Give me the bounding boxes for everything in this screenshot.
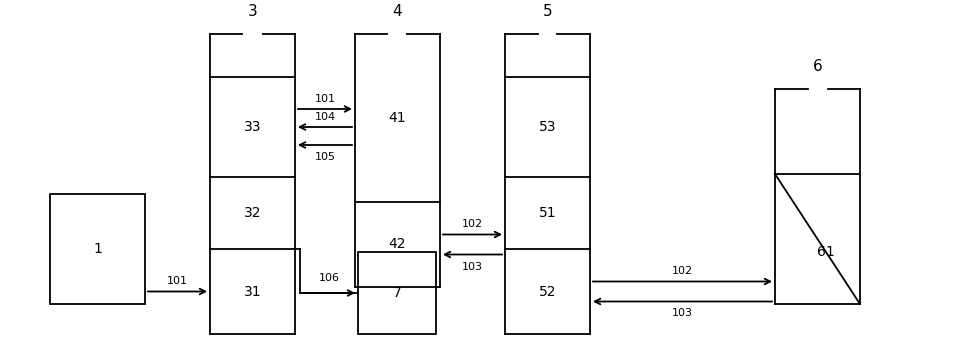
Text: 7: 7 <box>393 286 401 300</box>
Text: 3: 3 <box>247 4 258 19</box>
Bar <box>50 194 145 304</box>
Text: 32: 32 <box>244 206 262 220</box>
Text: 4: 4 <box>393 4 402 19</box>
Text: 106: 106 <box>319 273 339 283</box>
Text: 42: 42 <box>389 238 406 252</box>
Text: 104: 104 <box>314 112 335 122</box>
Text: 105: 105 <box>314 152 335 162</box>
Text: 6: 6 <box>813 59 822 74</box>
Text: 52: 52 <box>539 284 556 298</box>
Text: 53: 53 <box>539 120 556 134</box>
Text: 102: 102 <box>462 219 483 229</box>
Text: 61: 61 <box>817 245 835 259</box>
Text: 5: 5 <box>542 4 552 19</box>
Text: 33: 33 <box>244 120 262 134</box>
Text: 41: 41 <box>389 111 406 125</box>
Text: 51: 51 <box>539 206 557 220</box>
Text: 101: 101 <box>314 94 335 104</box>
Text: 31: 31 <box>244 284 262 298</box>
Bar <box>358 252 436 334</box>
Text: 102: 102 <box>672 266 693 276</box>
Text: 101: 101 <box>167 276 188 286</box>
Text: 103: 103 <box>462 261 483 271</box>
Text: 1: 1 <box>93 242 102 256</box>
Text: 103: 103 <box>672 308 693 318</box>
